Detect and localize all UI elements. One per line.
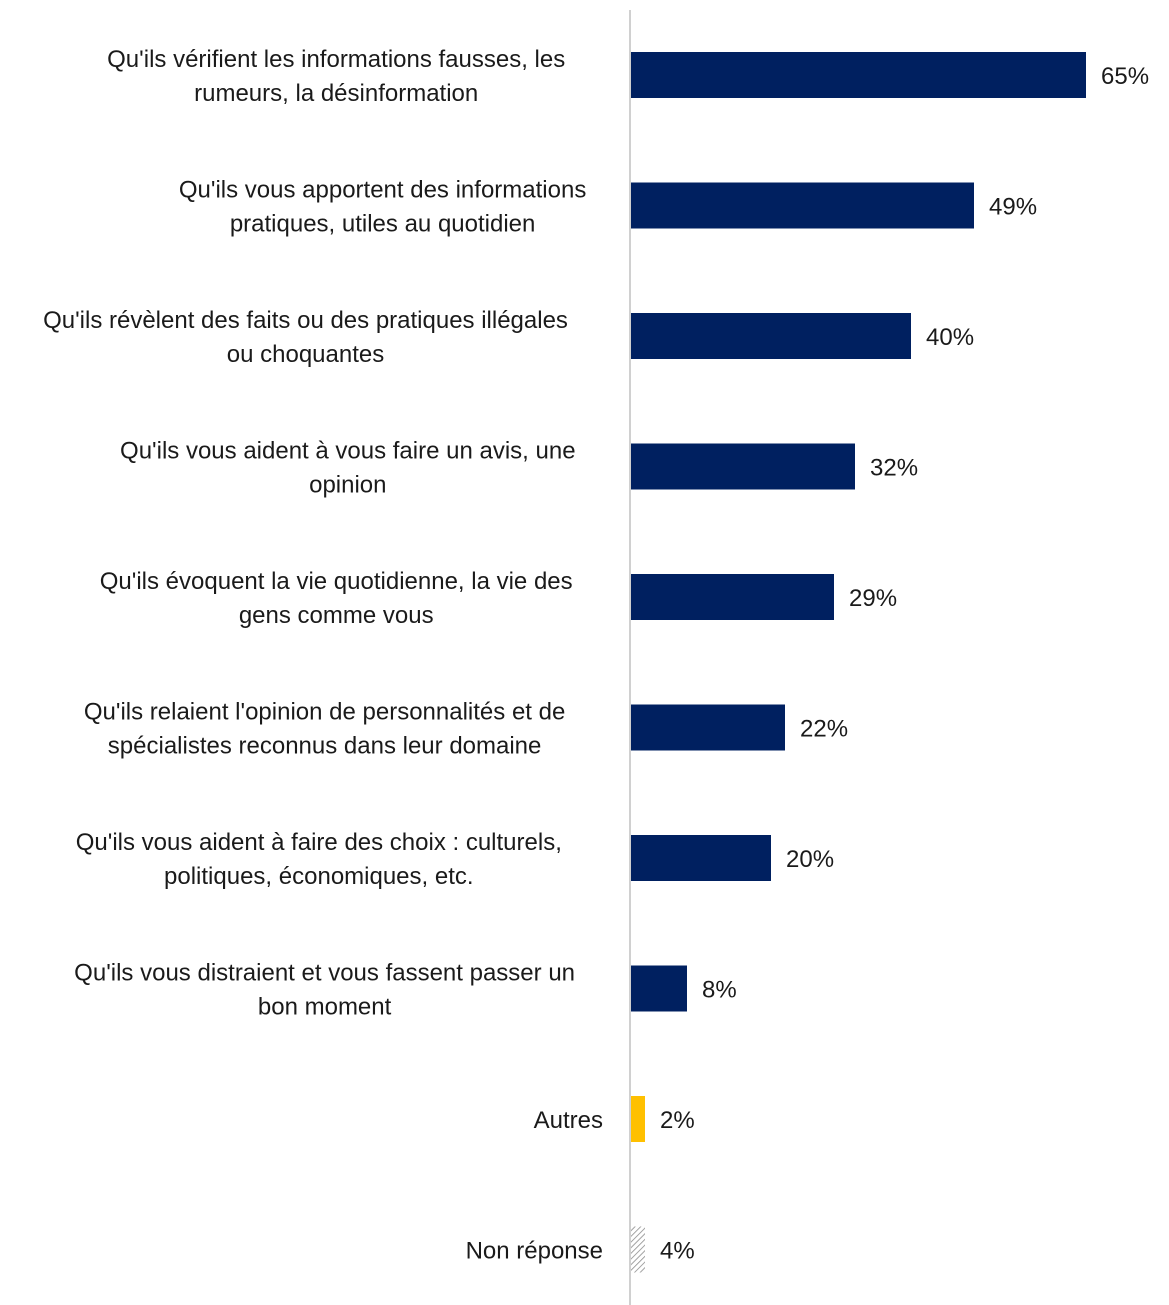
category-label-8-line-2: bon moment <box>258 994 392 1021</box>
category-label-4-line-1: Qu'ils vous aident à vous faire un avis,… <box>120 438 576 465</box>
category-label-9-line-1: Autres <box>534 1107 603 1134</box>
category-label-4: Qu'ils vous aident à vous faire un avis,… <box>120 438 576 499</box>
category-label-3: Qu'ils révèlent des faits ou des pratiqu… <box>43 307 568 368</box>
value-label-9: 2% <box>660 1107 695 1134</box>
category-label-6: Qu'ils relaient l'opinion de personnalit… <box>84 699 565 760</box>
bar-3 <box>631 313 911 359</box>
category-label-4-line-2: opinion <box>309 472 386 499</box>
category-label-8: Qu'ils vous distraient et vous fassent p… <box>74 960 575 1021</box>
bar-8 <box>631 965 687 1012</box>
value-label-8: 8% <box>702 977 737 1004</box>
bar-10 <box>631 1226 645 1273</box>
category-label-3-line-1: Qu'ils révèlent des faits ou des pratiqu… <box>43 307 568 334</box>
value-label-10: 4% <box>660 1238 695 1265</box>
category-label-10-line-1: Non réponse <box>466 1238 603 1265</box>
category-label-1-line-2: rumeurs, la désinformation <box>194 80 478 107</box>
bar-4 <box>631 443 855 490</box>
bar-5 <box>631 574 834 620</box>
bar-1 <box>631 52 1086 98</box>
category-label-10: Non réponse <box>466 1238 603 1265</box>
category-label-2-line-1: Qu'ils vous apportent des informations <box>179 177 586 204</box>
category-label-5-line-1: Qu'ils évoquent la vie quotidienne, la v… <box>100 568 573 595</box>
value-label-4: 32% <box>870 455 918 482</box>
value-label-6: 22% <box>800 716 848 743</box>
category-label-1: Qu'ils vérifient les informations fausse… <box>107 46 565 107</box>
value-label-3: 40% <box>926 324 974 351</box>
category-label-7-line-2: politiques, économiques, etc. <box>164 863 474 890</box>
category-label-7: Qu'ils vous aident à faire des choix : c… <box>76 829 562 890</box>
category-label-3-line-2: ou choquantes <box>227 341 384 368</box>
value-label-2: 49% <box>989 194 1037 221</box>
category-label-7-line-1: Qu'ils vous aident à faire des choix : c… <box>76 829 562 856</box>
value-label-7: 20% <box>786 846 834 873</box>
category-label-6-line-1: Qu'ils relaient l'opinion de personnalit… <box>84 699 565 726</box>
category-label-2: Qu'ils vous apportent des informations pr… <box>179 177 586 238</box>
bar-7 <box>631 835 771 881</box>
category-label-5: Qu'ils évoquent la vie quotidienne, la v… <box>100 568 573 629</box>
category-label-9: Autres <box>534 1107 603 1134</box>
category-label-5-line-2: gens comme vous <box>239 602 434 629</box>
category-label-2-line-2: pratiques, utiles au quotidien <box>230 211 536 238</box>
bar-9 <box>631 1096 645 1142</box>
bar-2 <box>631 182 974 229</box>
category-label-6-line-2: spécialistes reconnus dans leur domaine <box>108 733 542 760</box>
category-label-8-line-1: Qu'ils vous distraient et vous fassent p… <box>74 960 575 987</box>
category-label-1-line-1: Qu'ils vérifient les informations fausse… <box>107 46 565 73</box>
value-label-5: 29% <box>849 585 897 612</box>
bar-6 <box>631 704 785 751</box>
value-label-1: 65% <box>1101 63 1149 90</box>
